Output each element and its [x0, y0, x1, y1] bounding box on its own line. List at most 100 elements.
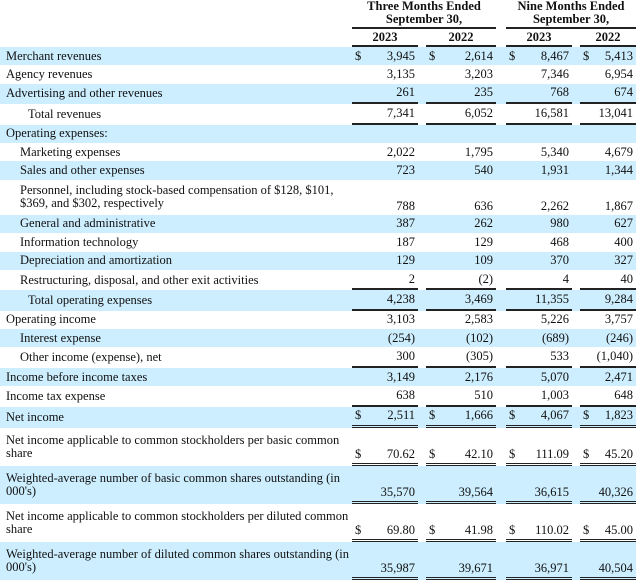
nine-months-header: Nine Months Ended September 30,	[506, 0, 637, 29]
table-row: Information technology 187 129 468 400	[0, 233, 636, 251]
value-cell: 35,570	[366, 466, 418, 505]
currency-symbol	[580, 270, 595, 291]
column-gap	[572, 65, 580, 83]
table-row: Interest expense (254) (102) (689) (246)	[0, 329, 637, 348]
table-row: Sales and other expenses 723 540 1,931 1,344	[0, 161, 637, 180]
currency-symbol: $	[426, 428, 440, 467]
column-gap	[418, 124, 426, 143]
currency-symbol	[352, 161, 366, 180]
currency-symbol	[426, 233, 440, 251]
column-gap	[572, 290, 581, 311]
currency-symbol	[506, 329, 521, 348]
value-cell: 109	[440, 251, 497, 270]
column-gap	[572, 504, 580, 542]
column-gap	[418, 504, 426, 542]
column-gap	[418, 367, 426, 387]
value-cell: (254)	[366, 329, 418, 348]
table-row: Restructuring, disposal, and other exit …	[0, 270, 637, 291]
value-cell: 533	[520, 347, 573, 368]
value-cell: 4,679	[604, 144, 634, 159]
currency-symbol	[352, 290, 366, 311]
currency-symbol	[352, 180, 366, 215]
column-gap	[418, 143, 426, 161]
currency-symbol	[580, 143, 594, 161]
column-gap	[572, 270, 580, 290]
row-label: Marketing expenses	[20, 144, 121, 159]
table-row: Personnel, including stock-based compens…	[0, 180, 636, 215]
table-row: Marketing expenses 2,022 1,795 5,340 4,679	[0, 143, 636, 161]
row-label: Interest expense	[0, 329, 352, 348]
currency-symbol	[580, 466, 595, 505]
column-gap	[572, 180, 580, 215]
column-gap	[572, 124, 581, 143]
currency-symbol: $	[506, 47, 521, 66]
value-cell: 638	[366, 386, 418, 407]
value-cell: 1,666	[440, 406, 497, 429]
value-cell: 1,344	[594, 161, 637, 180]
column-gap	[496, 161, 507, 180]
row-label: Information technology	[20, 234, 139, 249]
column-gap	[496, 251, 507, 270]
row-label: Other income (expense), net	[20, 350, 162, 365]
column-gap	[418, 542, 426, 580]
value-cell: 129	[474, 234, 494, 249]
column-gap	[418, 347, 426, 367]
value-cell: 648	[594, 386, 637, 407]
column-gap	[572, 347, 580, 367]
currency-symbol	[352, 124, 366, 143]
value-cell: 6,052	[440, 104, 497, 125]
value-cell	[520, 124, 573, 143]
currency-symbol	[352, 270, 366, 291]
value-cell: 2	[366, 270, 418, 291]
currency-symbol	[352, 329, 366, 348]
column-gap	[572, 386, 580, 406]
column-gap	[418, 65, 426, 83]
value-cell: 387	[366, 214, 418, 234]
three-months-header: Three Months Ended September 30,	[352, 0, 497, 29]
column-gap	[496, 504, 506, 542]
currency-symbol: $	[506, 428, 521, 467]
value-cell: 768	[520, 83, 573, 105]
year-header: 2022	[580, 29, 637, 47]
currency-symbol	[426, 347, 440, 368]
value-cell: (2)	[440, 270, 497, 291]
currency-symbol	[352, 466, 366, 505]
year-header: 2023	[352, 29, 418, 47]
column-gap	[572, 251, 581, 270]
table-row: Net income applicable to common stockhol…	[0, 504, 637, 543]
value-cell: (102)	[440, 329, 497, 348]
value-cell: 3,103	[386, 312, 415, 327]
table-row: Other income (expense), net 300 (305) 533 (1…	[0, 347, 637, 368]
column-gap	[496, 270, 506, 290]
value-cell: 540	[440, 161, 497, 180]
currency-symbol	[580, 542, 595, 580]
column-gap	[496, 104, 506, 124]
row-label: Restructuring, disposal, and other exit …	[20, 272, 259, 287]
column-gap	[496, 180, 506, 215]
currency-symbol	[580, 124, 595, 143]
column-gap	[418, 466, 426, 505]
currency-symbol	[352, 311, 366, 329]
column-gap	[572, 143, 580, 161]
currency-symbol	[352, 347, 366, 368]
column-gap	[418, 251, 426, 270]
column-gap	[418, 83, 426, 105]
value-cell: 510	[440, 386, 497, 407]
currency-symbol: $	[580, 504, 595, 543]
currency-symbol	[506, 311, 520, 329]
currency-symbol	[506, 347, 521, 368]
column-gap	[572, 367, 581, 387]
currency-symbol: $	[352, 406, 366, 429]
table-row: Income before income taxes 3,149 2,176 5,07…	[0, 367, 637, 387]
currency-symbol	[506, 233, 520, 251]
table-row: Total operating expenses 4,238 3,469 11,355…	[0, 290, 637, 311]
column-gap	[496, 466, 507, 505]
row-label: Net income applicable to common stockhol…	[6, 433, 340, 461]
column-gap	[572, 83, 581, 105]
column-gap	[496, 143, 506, 161]
currency-symbol	[426, 329, 440, 348]
currency-symbol	[352, 542, 366, 580]
currency-symbol	[506, 65, 520, 83]
value-cell: 627	[594, 214, 637, 234]
